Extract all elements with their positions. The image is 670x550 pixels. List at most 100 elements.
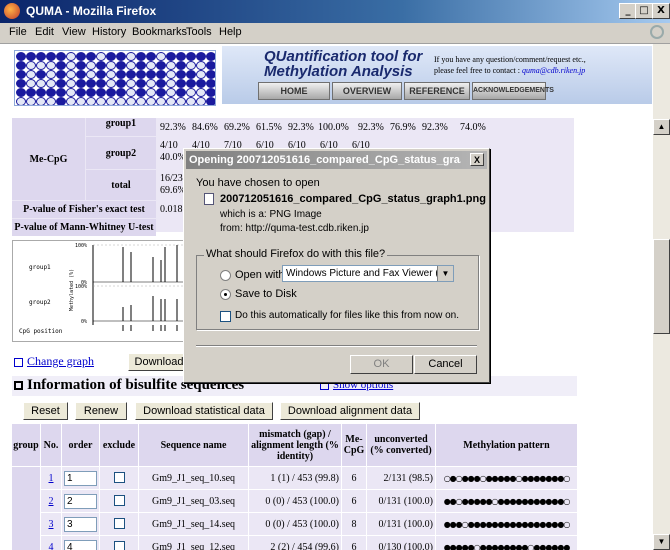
menu-history[interactable]: History	[92, 26, 127, 38]
logo-dot	[106, 88, 116, 97]
logo-dot	[86, 97, 96, 105]
save-to-disk-radio[interactable]	[220, 289, 231, 300]
logo-dot	[176, 88, 186, 97]
exclude-checkbox[interactable]	[114, 472, 125, 483]
maximize-button[interactable]: □	[635, 3, 653, 19]
graph-tick-100b: 100%	[75, 284, 87, 290]
open-with-radio[interactable]	[220, 270, 231, 281]
logo-dot	[76, 52, 86, 61]
header-banner: QUantification tool for Methylation Anal…	[222, 46, 652, 104]
menu-view[interactable]: View	[62, 26, 86, 38]
logo-dot	[86, 61, 96, 70]
unconverted-value: 0/131 (100.0)	[367, 513, 435, 535]
scroll-up-arrow[interactable]: ▲	[653, 119, 670, 135]
exclude-checkbox[interactable]	[114, 495, 125, 506]
order-input[interactable]: 2	[64, 494, 97, 509]
mismatch-value: 2 (2) / 454 (99.6)	[249, 536, 341, 550]
group1-value: 74.0%	[460, 122, 486, 133]
cancel-button[interactable]: Cancel	[414, 355, 477, 374]
download-statistical-data-button[interactable]: Download statistical data	[135, 402, 273, 420]
logo-dot	[156, 61, 166, 70]
unconverted-value: 2/131 (98.5)	[367, 467, 435, 489]
sequence-name: Gm9_J1_seq_14.seq	[139, 513, 248, 535]
logo-dot	[106, 70, 116, 79]
logo-dot	[76, 97, 86, 105]
auto-checkbox[interactable]	[220, 311, 231, 322]
contact-email-link[interactable]: quma@cdb.riken.jp	[521, 66, 586, 75]
row-number-link[interactable]: 3	[41, 513, 61, 535]
logo-dot	[206, 79, 215, 88]
row-number-link[interactable]: 1	[41, 467, 61, 489]
vertical-scrollbar[interactable]: ▲ ▼	[653, 44, 670, 550]
logo-dot	[106, 79, 116, 88]
logo-dot	[66, 88, 76, 97]
group1-value: 92.3%	[358, 122, 384, 133]
logo-dot	[66, 52, 76, 61]
open-with-app-select[interactable]: Windows Picture and Fax Viewer (d... ▼	[282, 265, 454, 282]
logo-dot	[156, 79, 166, 88]
logo-dot	[186, 70, 196, 79]
download-button[interactable]: Download	[128, 353, 190, 371]
menu-bookmarks[interactable]: Bookmarks	[132, 26, 188, 38]
close-button[interactable]: X	[652, 3, 670, 19]
logo-dot	[206, 52, 215, 61]
reset-button[interactable]: Reset	[23, 402, 68, 420]
download-dialog: Opening 200712051616_compared_CpG_status…	[183, 148, 490, 383]
order-input[interactable]: 1	[64, 471, 97, 486]
logo-dot	[166, 52, 176, 61]
order-input[interactable]: 3	[64, 517, 97, 532]
group2-count: 6/10	[256, 140, 274, 151]
sequence-name: Gm9_J1_seq_03.seq	[139, 490, 248, 512]
group2-count: 6/10	[320, 140, 338, 151]
logo-dot	[146, 88, 156, 97]
menu-tools[interactable]: Tools	[186, 26, 212, 38]
menu-edit[interactable]: Edit	[35, 26, 54, 38]
auto-label[interactable]: Do this automatically for files like thi…	[235, 310, 459, 321]
open-with-label[interactable]: Open with	[235, 269, 285, 281]
logo-dot	[156, 97, 166, 105]
group1-value: 69.2%	[224, 122, 250, 133]
nav-home[interactable]: HOME	[258, 82, 330, 100]
order-input[interactable]: 4	[64, 540, 97, 550]
logo-dot	[56, 61, 66, 70]
exclude-checkbox[interactable]	[114, 541, 125, 550]
ok-button[interactable]: OK	[350, 355, 413, 374]
scroll-thumb[interactable]	[653, 239, 670, 334]
logo-dot	[136, 52, 146, 61]
section-square-icon	[14, 381, 23, 391]
logo-dot	[196, 52, 206, 61]
menu-file[interactable]: File	[9, 26, 27, 38]
menu-help[interactable]: Help	[219, 26, 242, 38]
scroll-down-arrow[interactable]: ▼	[653, 534, 670, 550]
logo-dot	[206, 88, 215, 97]
group2-percent: 40.0%	[160, 152, 186, 163]
fisher-label: P-value of Fisher's exact test	[12, 201, 156, 218]
logo-dot	[16, 61, 26, 70]
row-number-link[interactable]: 4	[41, 536, 61, 550]
download-alignment-data-button[interactable]: Download alignment data	[280, 402, 420, 420]
nav-overview[interactable]: OVERVIEW	[332, 82, 402, 100]
exclude-checkbox[interactable]	[114, 518, 125, 529]
logo-dot	[136, 61, 146, 70]
group2-count: 4/10	[192, 140, 210, 151]
logo-dot	[56, 52, 66, 61]
dialog-close-button[interactable]: X	[470, 153, 484, 166]
menu-bar: File Edit View History Bookmarks Tools H…	[0, 23, 670, 44]
throbber-icon	[650, 25, 664, 39]
logo-dot	[86, 52, 96, 61]
unconverted-value: 0/131 (100.0)	[367, 490, 435, 512]
save-to-disk-label[interactable]: Save to Disk	[235, 288, 297, 300]
group1-label: group1	[86, 118, 156, 136]
group1-value: 92.3%	[422, 122, 448, 133]
graph-tick-0b: 0%	[81, 319, 87, 325]
row-number-link[interactable]: 2	[41, 490, 61, 512]
renew-button[interactable]: Renew	[75, 402, 127, 420]
nav-acknowledgements[interactable]: ACKNOWLEDGEMENTS	[472, 82, 554, 100]
contact-info: If you have any question/comment/request…	[434, 54, 649, 76]
nav-reference[interactable]: REFERENCE	[404, 82, 470, 100]
group-cell	[12, 467, 40, 550]
logo-dot	[46, 79, 56, 88]
logo-dot	[86, 79, 96, 88]
change-graph-link[interactable]: Change graph	[14, 354, 94, 369]
dialog-source: from: http://quma-test.cdb.riken.jp	[220, 223, 369, 234]
